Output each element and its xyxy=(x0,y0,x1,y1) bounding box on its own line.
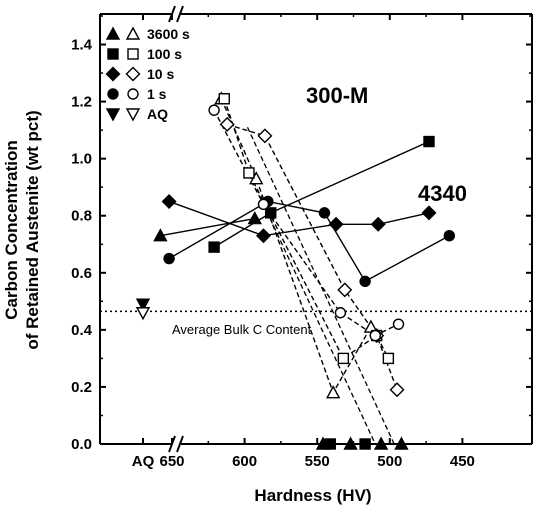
axis-break-gap xyxy=(171,10,181,18)
data-point xyxy=(325,385,341,399)
y-tick-label: 0.0 xyxy=(71,436,92,453)
y-tick-label: 0.6 xyxy=(71,265,92,282)
series-line xyxy=(160,217,255,237)
data-point xyxy=(318,207,331,219)
data-point xyxy=(257,198,270,211)
series-line xyxy=(226,123,398,391)
series-lines xyxy=(160,98,450,445)
legend: 3600 s 100 s 10 s 1 s AQ xyxy=(105,26,190,122)
annotation-bulk-c: Average Bulk C Content xyxy=(172,322,312,337)
data-point xyxy=(359,275,371,288)
aq-data-point xyxy=(135,307,151,321)
annotation-4340: 4340 xyxy=(418,181,467,206)
data-point xyxy=(153,228,168,242)
y-tick-label: 0.4 xyxy=(71,322,93,339)
data-point xyxy=(423,135,435,148)
data-point xyxy=(443,230,456,242)
data-point xyxy=(324,438,336,450)
x-tick-label: 600 xyxy=(232,453,257,470)
data-point xyxy=(334,307,347,319)
data-point xyxy=(255,228,271,244)
series-line xyxy=(220,98,372,395)
aq-data-point xyxy=(135,298,151,312)
axis-break-mark xyxy=(176,435,184,453)
y-axis-title-line1: Carbon Concentration xyxy=(2,140,21,319)
legend-marker-filled xyxy=(107,48,119,60)
data-point xyxy=(373,436,389,450)
data-point xyxy=(265,207,277,219)
axis-break-gap xyxy=(171,440,181,448)
x-tick-label: 650 xyxy=(159,453,184,470)
dashed-series-line xyxy=(246,127,395,445)
legend-marker-filled xyxy=(107,88,119,100)
data-point xyxy=(257,128,273,144)
legend-label: 1 s xyxy=(147,86,167,102)
data-point xyxy=(219,116,235,132)
legend-marker-filled xyxy=(105,26,121,40)
data-point xyxy=(161,193,177,209)
dashed-series-line xyxy=(262,204,376,445)
data-point xyxy=(370,216,386,232)
series-markers xyxy=(135,91,456,450)
series-line xyxy=(223,98,389,360)
y-tick-label: 1.0 xyxy=(71,151,92,168)
x-tick-label: 550 xyxy=(305,453,330,470)
y-tick-label: 1.2 xyxy=(71,94,92,111)
data-point xyxy=(389,382,405,398)
series-line xyxy=(213,140,430,248)
data-point xyxy=(247,211,262,225)
axis-break-mark xyxy=(176,5,184,23)
data-point xyxy=(337,352,350,365)
data-point xyxy=(337,282,353,298)
plot-frame xyxy=(99,5,533,453)
axis-ticks: 0.00.20.40.60.81.01.21.4AQ 650 600 550 500 45… xyxy=(71,14,532,470)
data-point xyxy=(208,241,220,253)
y-tick-label: 1.4 xyxy=(71,37,93,54)
legend-marker-filled xyxy=(105,108,121,122)
data-point xyxy=(392,318,405,330)
legend-marker-open xyxy=(127,48,139,60)
y-axis-title-line2: of Retained Austenite (wt pct) xyxy=(23,110,42,349)
series-line xyxy=(168,200,430,237)
x-tick-label: 450 xyxy=(450,453,475,470)
data-point xyxy=(421,205,437,221)
legend-marker-filled xyxy=(105,66,121,82)
data-point xyxy=(359,438,371,450)
legend-marker-open xyxy=(125,26,141,40)
x-tick-label: 500 xyxy=(377,453,402,470)
y-tick-label: 0.2 xyxy=(71,379,92,396)
data-point xyxy=(369,329,381,342)
legend-label: AQ xyxy=(147,106,168,122)
x-tick-label: AQ xyxy=(132,453,155,470)
data-point xyxy=(382,352,395,365)
data-point xyxy=(243,167,255,179)
legend-label: 3600 s xyxy=(147,26,190,42)
legend-label: 10 s xyxy=(147,66,174,82)
x-axis-title: Hardness (HV) xyxy=(254,486,371,505)
series-line xyxy=(213,109,399,337)
data-point xyxy=(328,216,344,232)
data-point xyxy=(208,104,220,116)
data-point xyxy=(343,436,358,450)
legend-marker-open xyxy=(125,108,141,122)
y-tick-label: 0.8 xyxy=(71,208,92,225)
data-point xyxy=(218,93,230,105)
annotation-300m: 300-M xyxy=(306,83,368,108)
legend-label: 100 s xyxy=(147,46,182,62)
legend-marker-open xyxy=(127,88,139,100)
legend-marker-open xyxy=(125,66,141,82)
data-point xyxy=(163,252,175,265)
data-point xyxy=(394,436,409,450)
